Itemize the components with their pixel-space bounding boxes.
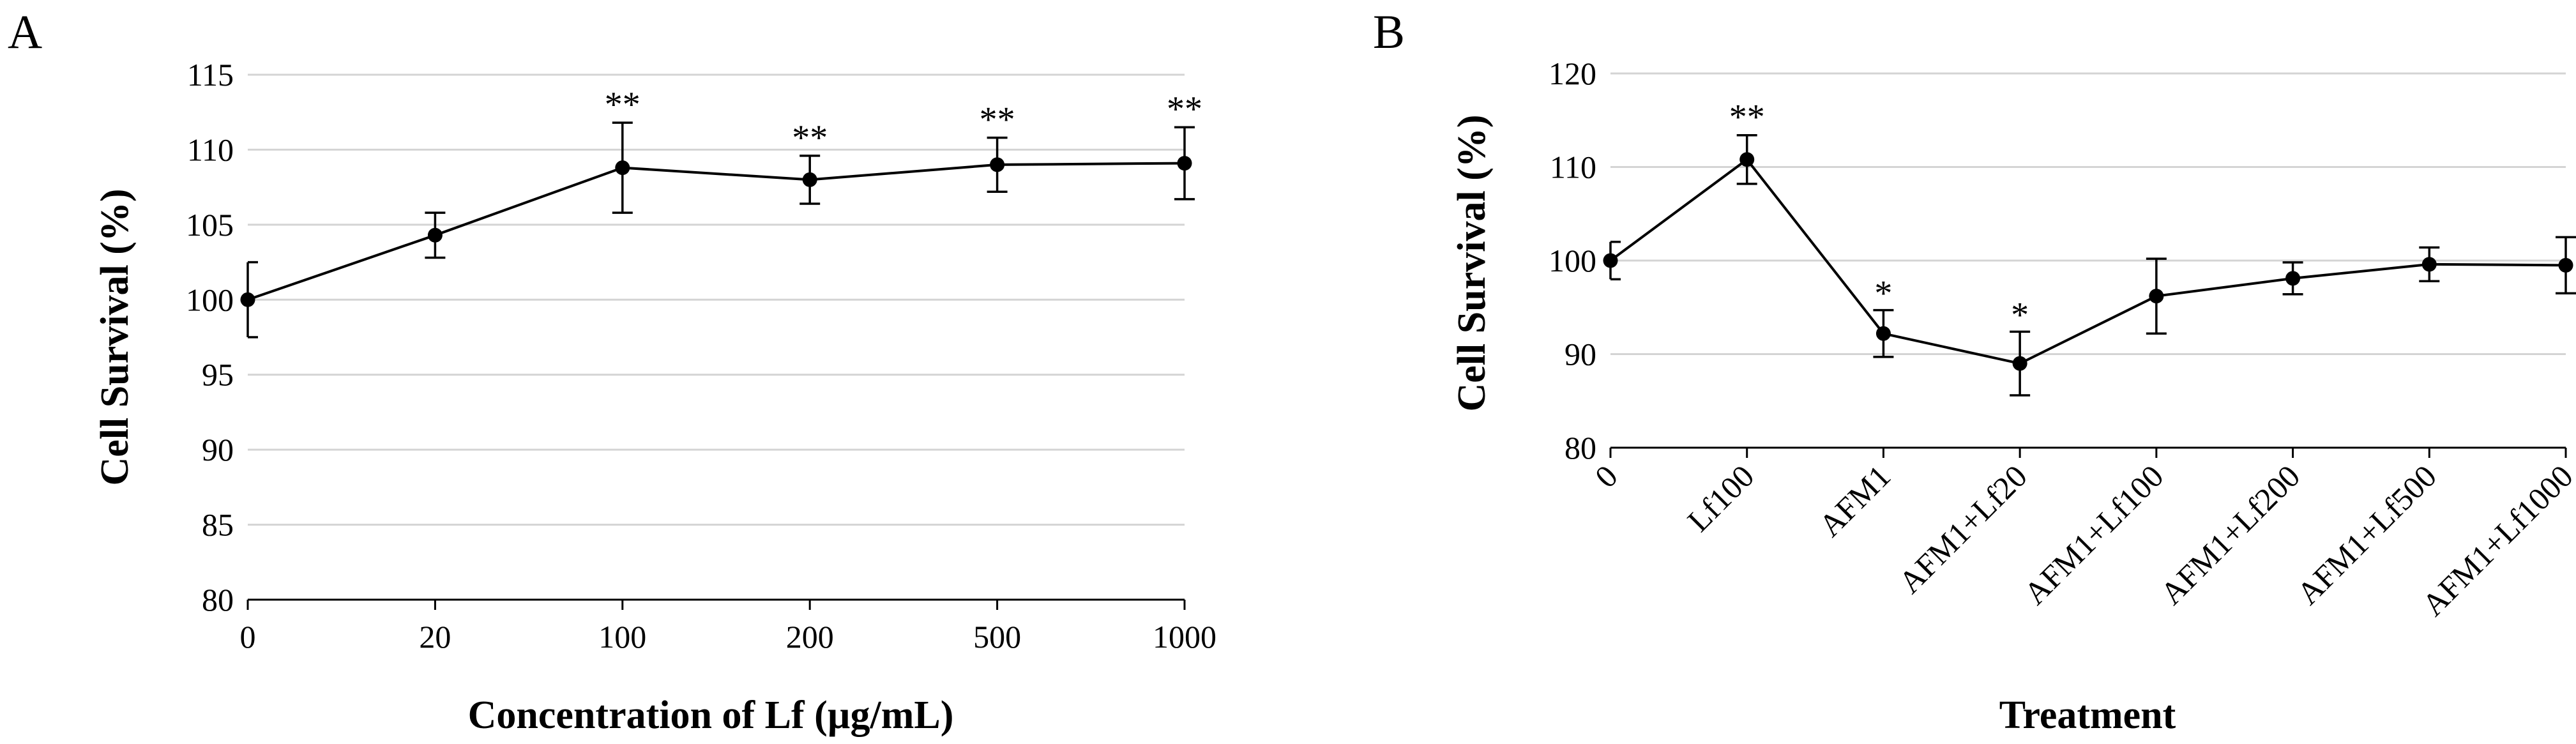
panel-a-x-tick-label: 0 (240, 619, 256, 655)
panel-b-data-point (2285, 271, 2301, 286)
panel-b-y-tick-label: 100 (1549, 243, 1596, 278)
panel-b-x-tick-labels: 0 Lf100 AFM1AFM1+Lf20AFM1+Lf100AFM1+Lf200A… (1588, 458, 2576, 623)
panel-b-x-axis-title: Treatment (1999, 694, 2176, 737)
panel-a-y-tick-labels: 80 85 90 95 100 105 110 115 (186, 57, 234, 618)
panel-b-significance-label: * (1874, 274, 1892, 314)
panel-a-y-tick-label: 85 (202, 507, 234, 543)
panel-a-tick-marks (246, 600, 1186, 610)
panel-b-data-point (2421, 257, 2437, 272)
panel-b-significance-label: ** (1729, 98, 1765, 137)
panel-a-gridlines (248, 73, 1185, 526)
panel-a-data-point (615, 160, 630, 176)
panel-b-significance-labels: **** (1729, 98, 2029, 335)
panel-a-y-tick-label: 110 (187, 132, 234, 167)
panel-a-y-axis-title: Cell Survival (%) (93, 189, 137, 486)
panel-b-x-tick-label: AFM1 (1812, 458, 1897, 543)
panel-b-tick-marks (1609, 448, 2567, 458)
panel-a-data-points (240, 156, 1192, 307)
panel-a-significance-label: ** (980, 100, 1015, 140)
panel-b-y-tick-label: 120 (1549, 56, 1596, 91)
panel-a-data-point (1177, 156, 1192, 171)
panel-a-y-tick-label: 80 (202, 582, 234, 618)
panel-a-significance-labels: ** ** ** ** (605, 85, 1202, 158)
panel-a-significance-label: ** (792, 118, 828, 158)
panel-b-y-tick-label: 110 (1550, 149, 1596, 185)
panel-b-data-points (1603, 152, 2573, 371)
panel-b-x-tick-label: 0 (1588, 458, 1625, 494)
panel-a-letter: A (8, 6, 42, 59)
panel-b-gridlines (1610, 72, 2566, 355)
panel-b-data-point (1875, 326, 1891, 341)
panel-b-data-point (2149, 289, 2164, 304)
panel-a-significance-label: ** (605, 85, 640, 125)
panel-a-x-tick-label: 100 (598, 619, 646, 655)
panel-a-x-tick-label: 1000 (1153, 619, 1216, 655)
panel-b-y-tick-labels: 80 90 100 110 120 (1549, 56, 1596, 466)
panel-a-series-line (247, 162, 1185, 301)
panel-b-letter: B (1373, 6, 1405, 59)
panel-a-data-point (427, 227, 443, 243)
panel-b-significance-label: * (2011, 295, 2029, 335)
panel-a-x-tick-labels: 0 20 100 200 500 1000 (240, 619, 1217, 655)
panel-a-x-tick-label: 500 (973, 619, 1021, 655)
panel-a-data-point (802, 172, 817, 187)
panel-b-y-tick-label: 90 (1565, 337, 1596, 372)
panel-a-data-point (240, 292, 255, 307)
panel-b-y-axis-title: Cell Survival (%) (1450, 115, 1494, 412)
panel-a-x-tick-label: 200 (786, 619, 834, 655)
panel-a-y-tick-label: 95 (202, 357, 234, 393)
panel-a-y-tick-label: 105 (186, 207, 234, 243)
panel-a-error-bars (246, 121, 1195, 338)
panel-b-x-tick-label: Lf100 (1680, 458, 1761, 538)
panel-a-significance-label: ** (1167, 89, 1202, 129)
panel-a-x-tick-label: 20 (419, 619, 451, 655)
panel-a-y-tick-label: 100 (186, 282, 234, 317)
panel-a-data-point (990, 157, 1005, 172)
panel-b-data-point (1603, 253, 1618, 268)
panel-a-y-tick-label: 115 (187, 57, 234, 93)
panel-b-data-point (2558, 257, 2573, 273)
panel-a-x-axis-title: Concentration of Lf (µg/mL) (468, 694, 954, 737)
panel-b-data-point (1739, 152, 1755, 167)
panel-a-y-tick-label: 90 (202, 432, 234, 467)
panel-b-x-tick-label: AFM1+Lf200 (2153, 458, 2307, 611)
panel-b-x-tick-label: AFM1+Lf20 (1891, 458, 2034, 600)
panel-b-y-tick-label: 80 (1565, 430, 1596, 466)
panel-b-x-tick-label: AFM1+Lf500 (2290, 458, 2443, 611)
panel-b-series-line (1609, 158, 2566, 365)
panel-b-x-tick-label: AFM1+Lf100 (2017, 458, 2170, 611)
panel-b-data-point (2012, 356, 2027, 371)
